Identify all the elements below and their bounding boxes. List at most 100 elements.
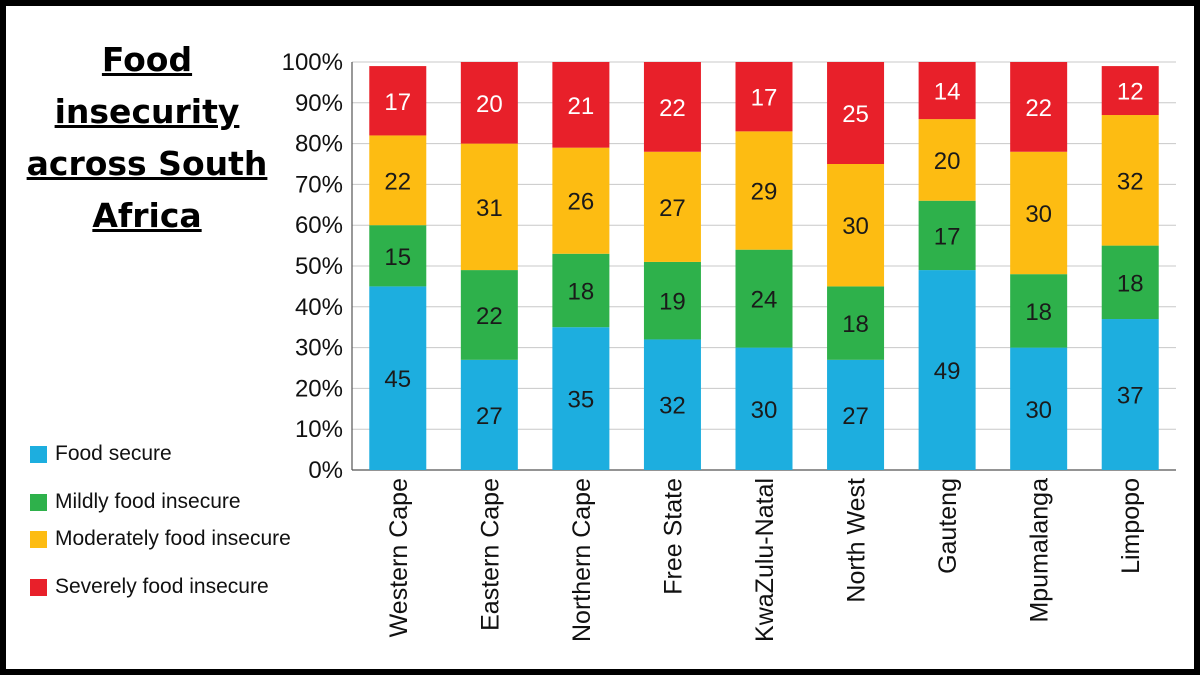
x-category-label: KwaZulu-Natal bbox=[751, 478, 779, 642]
y-tick-label: 90% bbox=[295, 90, 343, 117]
bar-value-label: 37 bbox=[1117, 383, 1144, 410]
bar-value-label: 30 bbox=[1025, 201, 1052, 228]
bar-segment bbox=[460, 62, 518, 144]
bar-value-label: 14 bbox=[934, 79, 961, 106]
bar-value-label: 49 bbox=[934, 358, 961, 385]
legend-label-severely-food-insecure: Severely food insecure bbox=[55, 575, 269, 598]
bar-value-label: 18 bbox=[842, 311, 869, 338]
x-category-label: Eastern Cape bbox=[476, 478, 504, 631]
y-tick-label: 40% bbox=[295, 294, 343, 321]
bar-value-label: 18 bbox=[568, 278, 595, 305]
bar-segment bbox=[643, 151, 701, 262]
bar-segment bbox=[827, 62, 885, 164]
bar-value-label: 19 bbox=[659, 289, 686, 316]
bar-segment bbox=[369, 225, 427, 287]
bar-value-label: 29 bbox=[751, 179, 778, 206]
bar-value-label: 22 bbox=[659, 95, 686, 122]
bar-value-label: 20 bbox=[476, 91, 503, 118]
bar-value-label: 45 bbox=[384, 366, 411, 393]
y-tick-label: 70% bbox=[295, 171, 343, 198]
bar-segment bbox=[918, 200, 976, 271]
bar-segment bbox=[643, 62, 701, 152]
bar-segment bbox=[1010, 62, 1068, 152]
bar-value-label: 21 bbox=[568, 93, 595, 120]
bar-segment bbox=[1010, 347, 1068, 470]
bar-segment bbox=[1010, 274, 1068, 348]
bar-value-label: 35 bbox=[568, 387, 595, 414]
y-tick-label: 60% bbox=[295, 212, 343, 239]
bar-value-label: 30 bbox=[1025, 397, 1052, 424]
bar-value-label: 27 bbox=[659, 195, 686, 222]
bar-segment bbox=[369, 66, 427, 136]
bar-segment bbox=[918, 62, 976, 120]
bar-segment bbox=[460, 359, 518, 470]
bar-segment bbox=[460, 270, 518, 360]
bar-segment bbox=[1101, 115, 1159, 246]
legend-label-moderately-food-insecure: Moderately food insecure bbox=[55, 527, 291, 550]
bar-segment bbox=[460, 143, 518, 271]
bar-value-label: 17 bbox=[934, 223, 961, 250]
bar-value-label: 22 bbox=[1025, 95, 1052, 122]
y-tick-label: 10% bbox=[295, 416, 343, 443]
x-category-label: North West bbox=[843, 478, 871, 603]
bar-segment bbox=[552, 62, 610, 148]
legend-label-food-secure: Food secure bbox=[55, 442, 172, 465]
x-category-label: Northern Cape bbox=[568, 478, 596, 642]
bar-value-label: 20 bbox=[934, 148, 961, 175]
bar-segment bbox=[918, 119, 976, 201]
bar-segment bbox=[552, 147, 610, 254]
bar-value-label: 17 bbox=[384, 89, 411, 116]
legend-label-mildly-food-insecure: Mildly food insecure bbox=[55, 490, 241, 513]
legend-item-food-secure: Food secure bbox=[30, 440, 172, 468]
bar-segment bbox=[827, 164, 885, 287]
bar-segment bbox=[735, 249, 793, 348]
bar-segment bbox=[735, 347, 793, 470]
bar-segment bbox=[1101, 245, 1159, 320]
bar-segment bbox=[552, 253, 610, 328]
bar-segment bbox=[1101, 66, 1159, 116]
y-tick-label: 20% bbox=[295, 375, 343, 402]
bar-segment bbox=[918, 270, 976, 470]
bar-segment bbox=[643, 261, 701, 340]
bar-value-label: 27 bbox=[476, 403, 503, 430]
bar-value-label: 22 bbox=[384, 168, 411, 195]
y-tick-label: 30% bbox=[295, 335, 343, 362]
bar-value-label: 22 bbox=[476, 303, 503, 330]
bar-segment bbox=[552, 327, 610, 470]
bar-value-label: 18 bbox=[1025, 299, 1052, 326]
legend-swatch-severely-food-insecure bbox=[30, 578, 47, 596]
legend-item-severely-food-insecure: Severely food insecure bbox=[30, 573, 269, 601]
bar-value-label: 32 bbox=[659, 393, 686, 420]
bar-value-label: 30 bbox=[751, 397, 778, 424]
bar-segment bbox=[827, 286, 885, 360]
bar-value-label: 32 bbox=[1117, 168, 1144, 195]
bar-segment bbox=[735, 62, 793, 132]
bar-value-label: 12 bbox=[1117, 79, 1144, 106]
bar-value-label: 30 bbox=[842, 213, 869, 240]
bar-value-label: 25 bbox=[842, 101, 869, 128]
legend-swatch-moderately-food-insecure bbox=[30, 530, 47, 548]
legend-swatch-food-secure bbox=[30, 445, 47, 463]
x-category-label: Gauteng bbox=[934, 478, 962, 574]
bar-segment bbox=[827, 359, 885, 470]
y-tick-label: 80% bbox=[295, 131, 343, 158]
bar-segment bbox=[1101, 319, 1159, 470]
bar-value-label: 31 bbox=[476, 195, 503, 222]
legend-swatch-mildly-food-insecure bbox=[30, 493, 47, 511]
chart-title: Food insecurity across South Africa bbox=[26, 40, 268, 235]
bar-value-label: 27 bbox=[842, 403, 869, 430]
x-category-label: Free State bbox=[659, 478, 687, 595]
bar-segment bbox=[1010, 151, 1068, 275]
x-category-label: Western Cape bbox=[385, 478, 413, 637]
legend-item-moderately-food-insecure: Moderately food insecure bbox=[30, 525, 291, 553]
bar-segment bbox=[369, 286, 427, 470]
bar-value-label: 17 bbox=[751, 85, 778, 112]
bar-value-label: 15 bbox=[384, 244, 411, 271]
y-tick-label: 50% bbox=[295, 253, 343, 280]
legend-item-mildly-food-insecure: Mildly food insecure bbox=[30, 488, 241, 516]
y-tick-label: 100% bbox=[282, 49, 343, 76]
bar-value-label: 18 bbox=[1117, 270, 1144, 297]
bar-segment bbox=[643, 339, 701, 470]
bar-segment bbox=[735, 131, 793, 250]
